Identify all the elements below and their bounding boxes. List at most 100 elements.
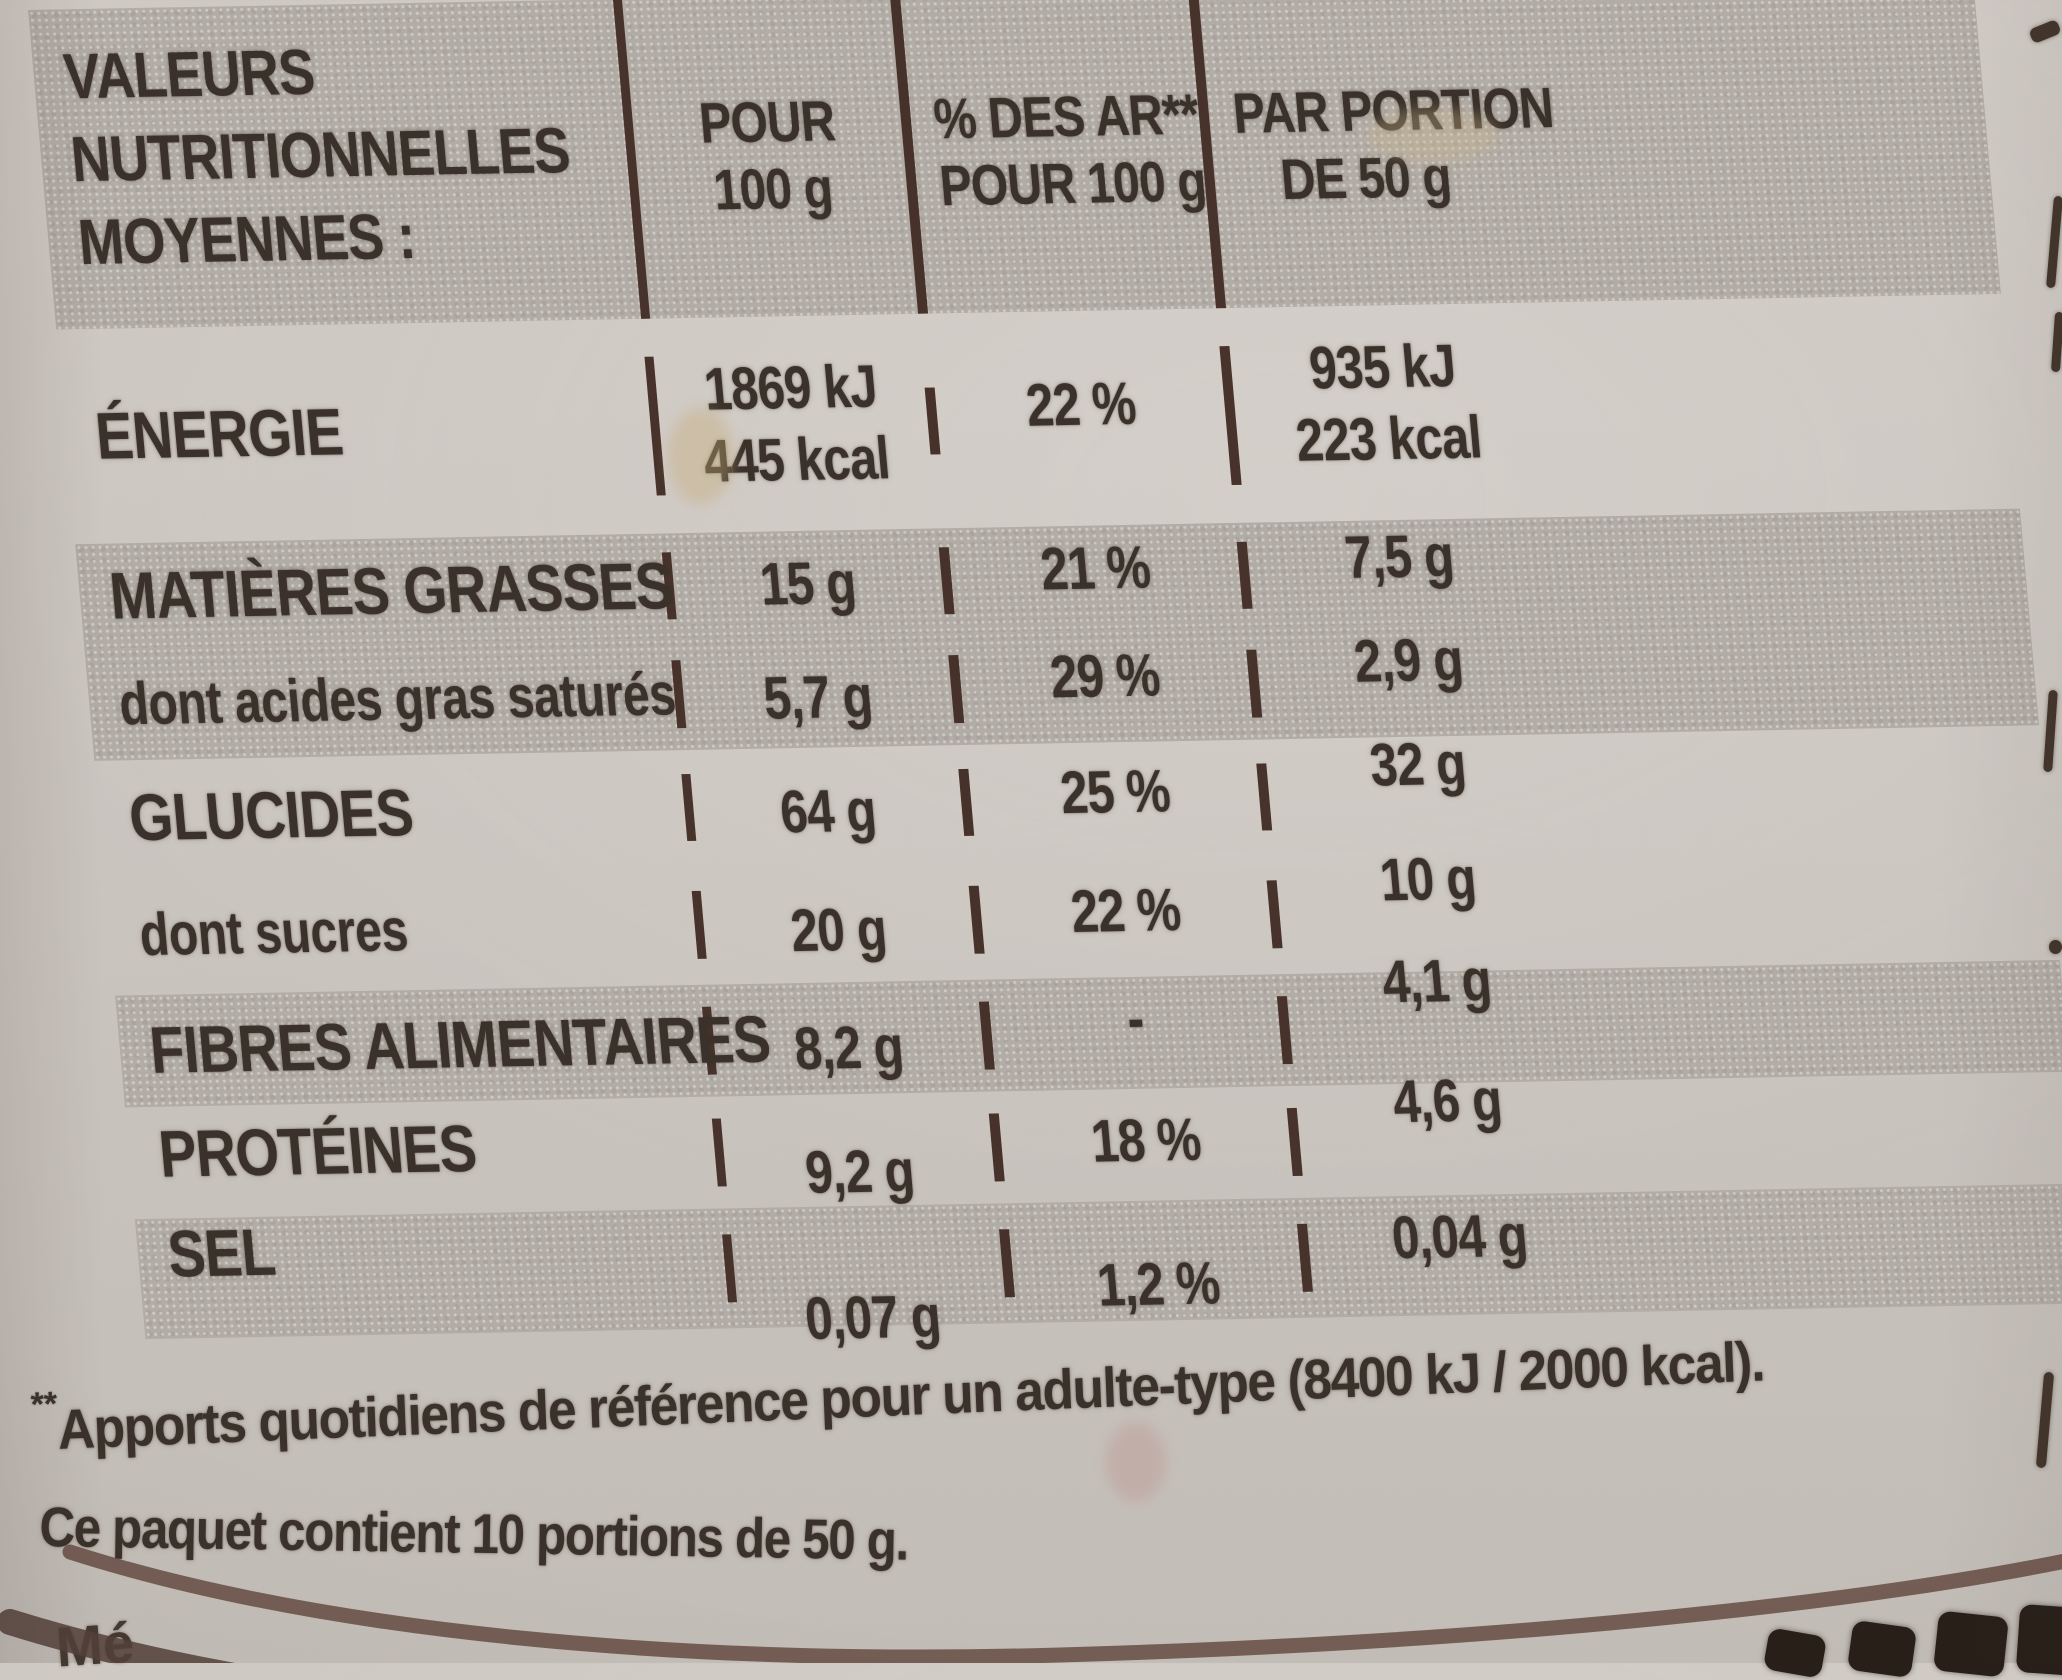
row-label: GLUCIDES bbox=[126, 774, 416, 854]
value: 22 % bbox=[1022, 369, 1138, 439]
header-ar: % DES AR** POUR 100 g bbox=[889, 0, 1217, 314]
footnote-reference-text: Apports quotidiens de référence pour un … bbox=[56, 1329, 1766, 1461]
header-title: VALEURS NUTRITIONNELLES MOYENNES : bbox=[28, 0, 641, 330]
cell-ar: 22 % bbox=[968, 877, 1273, 954]
header-portion-line: PAR PORTION bbox=[1230, 75, 1556, 146]
value: 5,7 g bbox=[760, 663, 875, 732]
cutoff-print-bottom-right bbox=[1846, 1619, 1918, 1679]
header-filler bbox=[1500, 0, 2001, 303]
header-per100-line: POUR bbox=[696, 89, 838, 156]
cell-per100: 9,2 g bbox=[711, 1113, 995, 1206]
swoosh-line-bottom bbox=[0, 1609, 236, 1663]
cell-portion: 32 g bbox=[1256, 730, 1575, 831]
value: 8,2 g bbox=[791, 1013, 906, 1083]
row-filler bbox=[1537, 401, 2010, 410]
value: 4,6 g bbox=[1390, 1066, 1505, 1136]
value: 0,07 g bbox=[802, 1282, 943, 1353]
value: - bbox=[1123, 985, 1146, 1053]
header-per100: POUR 100 g bbox=[612, 0, 919, 319]
value: 21 % bbox=[1037, 533, 1153, 603]
value: 64 g bbox=[777, 776, 879, 846]
cell-portion: 935 kJ 223 kcal bbox=[1219, 332, 1544, 485]
row-filler bbox=[1552, 561, 2025, 570]
row-label: PROTÉINES bbox=[155, 1111, 479, 1191]
header-ar-line: % DES AR** bbox=[931, 82, 1201, 152]
cutoff-text-bottom-left: Mé bbox=[53, 1610, 136, 1679]
row-filler bbox=[1561, 669, 2034, 678]
cell-portion: 7,5 g bbox=[1236, 522, 1555, 609]
value: 25 % bbox=[1057, 757, 1172, 827]
row-label: dont acides gras saturés bbox=[116, 660, 679, 738]
row-label-cell: FIBRES ALIMENTAIRES bbox=[117, 1002, 773, 1089]
cell-portion: 4,1 g bbox=[1276, 947, 1595, 1064]
row-label: dont sucres bbox=[136, 896, 411, 969]
cell-per100: 15 g bbox=[661, 547, 945, 620]
edge-artifact bbox=[2050, 311, 2062, 373]
value: 1869 kJ bbox=[701, 352, 880, 423]
row-filler bbox=[1612, 1244, 2062, 1253]
value: 223 kcal bbox=[1293, 402, 1485, 474]
value: 22 % bbox=[1067, 876, 1183, 946]
row-label: FIBRES ALIMENTAIRES bbox=[146, 1001, 773, 1087]
cell-ar: - bbox=[978, 985, 1283, 1070]
row-label-cell: PROTÉINES bbox=[127, 1111, 718, 1201]
footnote-portions-text: Ce paquet contient 10 portions de 50 g. bbox=[39, 1495, 909, 1572]
header-portion-line: DE 50 g bbox=[1278, 145, 1454, 213]
edge-artifact bbox=[2028, 18, 2062, 45]
header-title-line: VALEURS bbox=[60, 35, 317, 113]
value: 18 % bbox=[1087, 1106, 1203, 1176]
table-row-energie: ÉNERGIE 1869 kJ 445 kcal 22 % 935 kJ 223… bbox=[56, 294, 2020, 544]
row-label-cell: dont acides gras saturés bbox=[86, 660, 679, 739]
value: 20 g bbox=[787, 895, 889, 965]
header-per100-line: 100 g bbox=[710, 156, 835, 223]
row-label-cell: SEL bbox=[137, 1215, 728, 1317]
cell-ar: 18 % bbox=[988, 1106, 1293, 1182]
edge-artifact bbox=[2046, 195, 2062, 289]
value: 32 g bbox=[1367, 729, 1469, 799]
cell-portion: 2,9 g bbox=[1246, 626, 1565, 718]
cell-ar: 1,2 % bbox=[999, 1224, 1303, 1319]
nutrition-table: VALEURS NUTRITIONNELLES MOYENNES : POUR … bbox=[28, 0, 2062, 1352]
value: 935 kJ bbox=[1306, 332, 1459, 402]
footnote-marker: ** bbox=[30, 1384, 58, 1424]
value: 2,9 g bbox=[1351, 626, 1466, 696]
row-filler bbox=[1571, 783, 2044, 792]
edge-artifact bbox=[2043, 689, 2058, 773]
row-label-cell: GLUCIDES bbox=[96, 771, 687, 856]
value: 15 g bbox=[757, 548, 859, 618]
header-title-line: MOYENNES : bbox=[75, 200, 418, 279]
cell-portion: 4,6 g bbox=[1286, 1067, 1605, 1176]
edge-artifact bbox=[2035, 1371, 2055, 1469]
cell-ar: 25 % bbox=[958, 757, 1263, 837]
row-label-cell: ÉNERGIE bbox=[62, 389, 653, 474]
cell-per100: 5,7 g bbox=[671, 655, 955, 732]
header-title-line: NUTRITIONNELLES bbox=[68, 114, 573, 196]
value: 7,5 g bbox=[1342, 521, 1457, 591]
value: 29 % bbox=[1046, 641, 1162, 711]
row-label-cell: dont sucres bbox=[107, 891, 698, 969]
row-label: ÉNERGIE bbox=[92, 393, 346, 473]
table-header-row: VALEURS NUTRITIONNELLES MOYENNES : POUR … bbox=[28, 0, 2001, 330]
row-label: SEL bbox=[164, 1214, 278, 1291]
cell-ar: 22 % bbox=[924, 370, 1229, 455]
cutoff-print-bottom-right bbox=[2015, 1603, 2062, 1677]
cell-portion: 0,04 g bbox=[1296, 1202, 1615, 1292]
row-filler bbox=[1602, 1128, 2062, 1137]
value: 445 kcal bbox=[701, 423, 893, 495]
footnote-portions: Ce paquet contient 10 portions de 50 g. bbox=[39, 1495, 1027, 1574]
value: 9,2 g bbox=[802, 1137, 917, 1207]
value: 4,1 g bbox=[1379, 946, 1494, 1016]
cell-per100: 64 g bbox=[681, 768, 965, 845]
cell-per100: 20 g bbox=[691, 886, 975, 965]
header-ar-line: POUR 100 g bbox=[937, 149, 1209, 219]
cell-ar: 29 % bbox=[948, 642, 1253, 723]
row-filler bbox=[1592, 1016, 2062, 1025]
row-label: MATIÈRES GRASSES bbox=[106, 547, 675, 633]
cutoff-print-bottom-right bbox=[1933, 1610, 2009, 1678]
value: 10 g bbox=[1377, 845, 1479, 914]
swoosh-line bbox=[62, 1544, 2062, 1663]
cutoff-print-bottom-right bbox=[1762, 1627, 1828, 1679]
cell-ar: 21 % bbox=[938, 534, 1243, 615]
cell-portion: 10 g bbox=[1266, 845, 1585, 948]
